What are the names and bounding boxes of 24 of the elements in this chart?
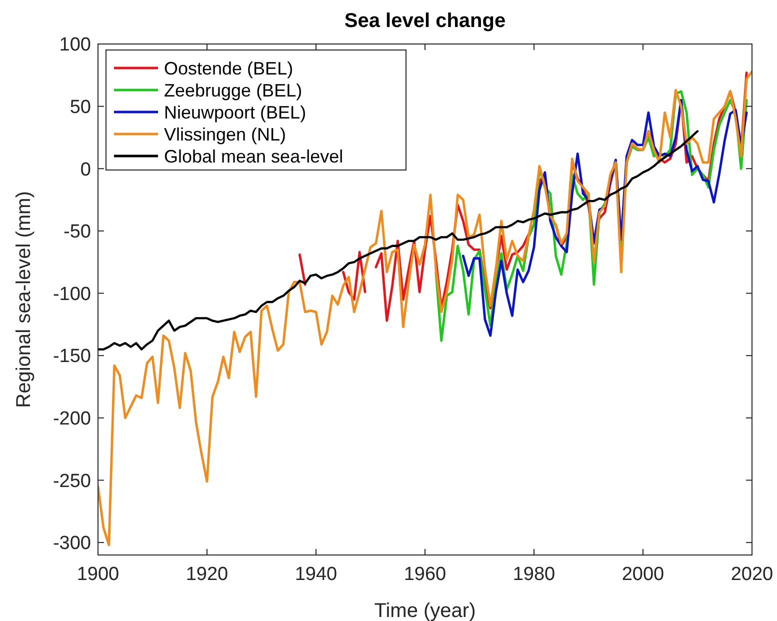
x-tick-label: 1960 [404,564,446,585]
x-tick-label: 2000 [622,564,664,585]
x-tick-label: 1900 [76,564,120,585]
y-tick-label: -250 [52,470,91,492]
x-tick-label: 2020 [730,564,774,585]
x-axis-title: Time (year) [374,600,476,621]
y-tick-label: -150 [52,346,91,368]
x-tick-label: 1920 [186,564,228,585]
y-tick-label: -300 [52,533,91,554]
legend-label: Nieuwpoort (BEL) [164,102,306,122]
legend-label: Zeebrugge (BEL) [164,80,302,100]
y-tick-label: 0 [80,159,91,180]
legend-label: Vlissingen (NL) [164,124,286,144]
x-tick-label: 1980 [512,564,556,585]
legend-label: Oostende (BEL) [164,58,294,78]
y-tick-label: -50 [64,222,91,243]
y-tick-label: -100 [52,284,91,305]
y-tick-label: -200 [52,408,91,430]
x-tick-label: 1940 [294,564,338,585]
y-tick-label: 50 [70,96,91,118]
chart-title: Sea level change [344,10,506,32]
legend-label: Global mean sea-level [164,146,344,166]
y-tick-label: 100 [59,34,91,56]
y-axis-title: Regional sea-level (mm) [13,191,35,408]
